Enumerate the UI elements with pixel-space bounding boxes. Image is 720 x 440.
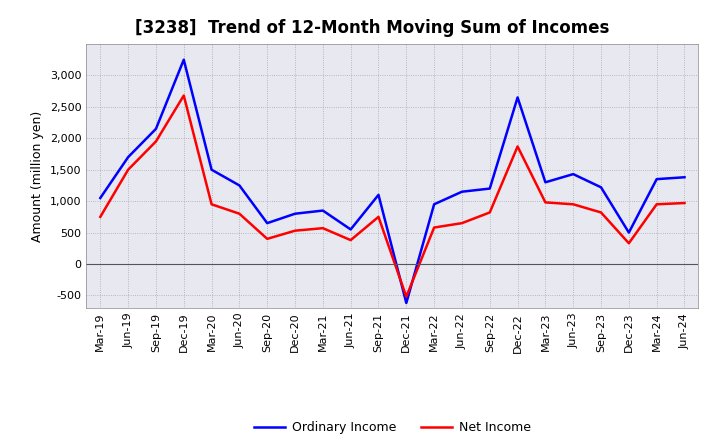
Ordinary Income xyxy=(597,185,606,190)
Ordinary Income xyxy=(346,227,355,232)
Net Income xyxy=(152,139,161,144)
Net Income xyxy=(346,238,355,243)
Ordinary Income xyxy=(207,167,216,172)
Y-axis label: Amount (million yen): Amount (million yen) xyxy=(32,110,45,242)
Net Income xyxy=(235,211,243,216)
Ordinary Income xyxy=(624,230,633,235)
Line: Net Income: Net Income xyxy=(100,95,685,297)
Net Income xyxy=(374,214,383,220)
Ordinary Income xyxy=(96,195,104,201)
Ordinary Income xyxy=(263,220,271,226)
Net Income xyxy=(207,202,216,207)
Ordinary Income xyxy=(318,208,327,213)
Ordinary Income xyxy=(513,95,522,100)
Net Income xyxy=(485,210,494,215)
Ordinary Income xyxy=(485,186,494,191)
Net Income xyxy=(318,226,327,231)
Net Income xyxy=(430,225,438,230)
Ordinary Income xyxy=(124,154,132,160)
Net Income xyxy=(624,241,633,246)
Ordinary Income xyxy=(152,126,161,132)
Text: [3238]  Trend of 12-Month Moving Sum of Incomes: [3238] Trend of 12-Month Moving Sum of I… xyxy=(135,19,610,37)
Net Income xyxy=(541,200,550,205)
Ordinary Income xyxy=(291,211,300,216)
Net Income xyxy=(680,200,689,205)
Net Income xyxy=(513,144,522,149)
Net Income xyxy=(402,294,410,299)
Ordinary Income xyxy=(569,172,577,177)
Net Income xyxy=(458,220,467,226)
Ordinary Income xyxy=(179,57,188,62)
Net Income xyxy=(652,202,661,207)
Net Income xyxy=(597,210,606,215)
Ordinary Income xyxy=(458,189,467,194)
Ordinary Income xyxy=(541,180,550,185)
Net Income xyxy=(124,167,132,172)
Ordinary Income xyxy=(374,192,383,198)
Net Income xyxy=(569,202,577,207)
Ordinary Income xyxy=(680,175,689,180)
Ordinary Income xyxy=(235,183,243,188)
Net Income xyxy=(291,228,300,233)
Line: Ordinary Income: Ordinary Income xyxy=(100,60,685,303)
Net Income xyxy=(263,236,271,242)
Ordinary Income xyxy=(402,301,410,306)
Ordinary Income xyxy=(430,202,438,207)
Net Income xyxy=(96,214,104,220)
Net Income xyxy=(179,93,188,98)
Legend: Ordinary Income, Net Income: Ordinary Income, Net Income xyxy=(249,416,536,439)
Ordinary Income xyxy=(652,176,661,182)
